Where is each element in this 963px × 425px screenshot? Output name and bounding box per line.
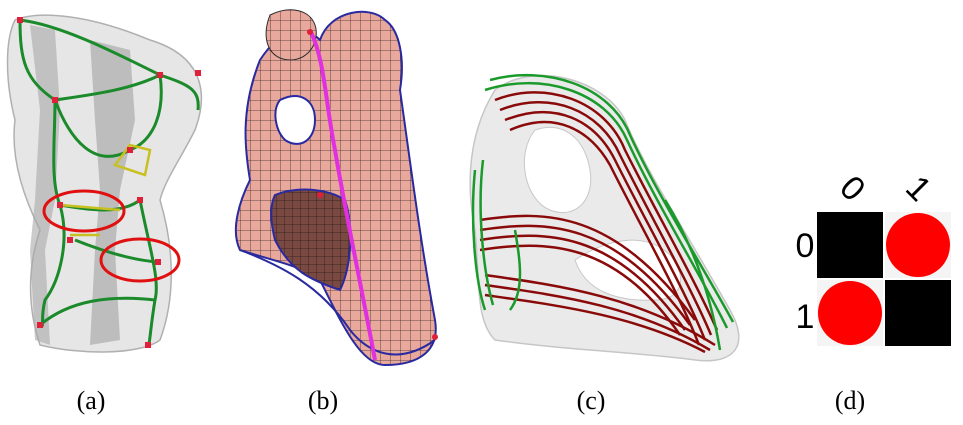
panel-c-red-streamlines (479, 91, 719, 354)
matrix-cell-1-0-red-circle (818, 281, 882, 345)
matrix-row-label-1: 1 (796, 298, 815, 336)
matrix-col-label-1: 1 (898, 169, 938, 209)
panel-c-inner-hole (523, 126, 592, 214)
panel-a-caption: (a) (76, 386, 106, 415)
panel-a-highlight-ellipse-2 (99, 237, 181, 283)
panel-d-caption: (d) (834, 386, 866, 415)
panel-b-marker-bottom (432, 334, 438, 340)
panel-b-arm-hole (274, 95, 317, 145)
panel-c-figure (455, 60, 755, 370)
panel-a-yellow-segments (59, 143, 152, 237)
panel-b-marker-top (307, 29, 313, 35)
panel-a-figure (0, 0, 215, 370)
panel-c-illustration (469, 73, 740, 362)
matrix-col-label-0: 0 (832, 169, 872, 209)
panel-b-lower-hole (270, 188, 352, 292)
panel-d-illustration: 0 1 0 1 (796, 169, 951, 346)
matrix-cell-1-1-black-square (885, 280, 951, 346)
panel-b-base-edge (239, 249, 436, 356)
matrix-cell-0-1-red-circle (886, 213, 950, 277)
matrix-row-label-0: 0 (796, 227, 815, 265)
panel-a-highlight-ellipse-1 (42, 189, 126, 233)
panel-a-inner-band-2 (90, 40, 135, 345)
panel-b-magenta-curve (308, 29, 377, 361)
panel-b-head (265, 9, 317, 61)
panel-a-inner-band-1 (30, 25, 60, 345)
panel-d-matrix: 0 1 0 1 (785, 160, 960, 360)
panel-a-markers (17, 17, 201, 348)
panel-b-caption: (b) (307, 386, 339, 415)
panel-b-illustration (234, 9, 438, 367)
panel-a-illustration (6, 14, 203, 353)
panel-c-caption: (c) (576, 386, 606, 415)
panel-b-marker-mid (317, 192, 323, 198)
panel-c-green-streamlines (471, 73, 735, 351)
panel-b-figure (220, 0, 460, 375)
matrix-cell-0-0-black-square (817, 212, 883, 278)
